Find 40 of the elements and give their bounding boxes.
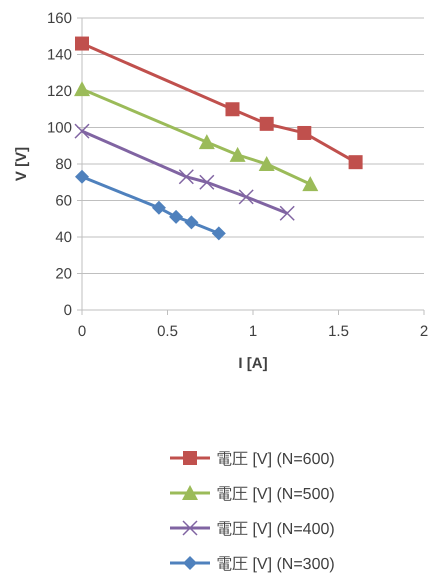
x-tick-label: 1.5 — [328, 323, 349, 340]
point — [279, 206, 295, 222]
point — [348, 155, 363, 170]
y-tick-label: 120 — [46, 83, 72, 100]
point — [212, 226, 226, 240]
x-axis-title: I [A] — [238, 355, 268, 372]
point — [302, 176, 318, 192]
y-tick-label: 140 — [46, 46, 72, 64]
point — [199, 174, 215, 190]
y-tick-label: 80 — [55, 156, 72, 173]
y-tick-label: 20 — [55, 266, 72, 282]
point — [74, 123, 90, 139]
point — [198, 134, 215, 150]
y-tick-label: 60 — [55, 192, 72, 210]
y-tick-label: 100 — [46, 120, 72, 136]
point — [258, 156, 275, 171]
legend-label: 電圧 [V] (N=400) — [216, 521, 335, 538]
point — [178, 169, 194, 185]
point — [74, 81, 90, 96]
x-tick-label: 0.5 — [157, 323, 178, 340]
y-tick-label: 160 — [46, 10, 72, 27]
y-tick-label: 0 — [64, 302, 72, 319]
y-tick-label: 40 — [55, 229, 72, 246]
point — [230, 146, 246, 162]
legend-label: 電圧 [V] (N=300) — [216, 556, 335, 573]
x-tick-label: 0 — [78, 323, 86, 340]
point — [225, 102, 240, 116]
x-tick-label: 1 — [248, 323, 258, 340]
point — [184, 215, 198, 230]
x-tick-label: 2 — [420, 323, 428, 340]
legend-label: 電圧 [V] (N=500) — [216, 486, 335, 503]
point — [297, 126, 312, 140]
point — [238, 189, 254, 205]
point — [152, 200, 166, 215]
point — [75, 170, 89, 184]
point — [260, 116, 274, 131]
legend-label: 電圧 [V] (N=600) — [216, 451, 335, 468]
point — [169, 210, 184, 224]
y-axis-title: V [V] — [13, 146, 30, 182]
point — [75, 36, 89, 51]
